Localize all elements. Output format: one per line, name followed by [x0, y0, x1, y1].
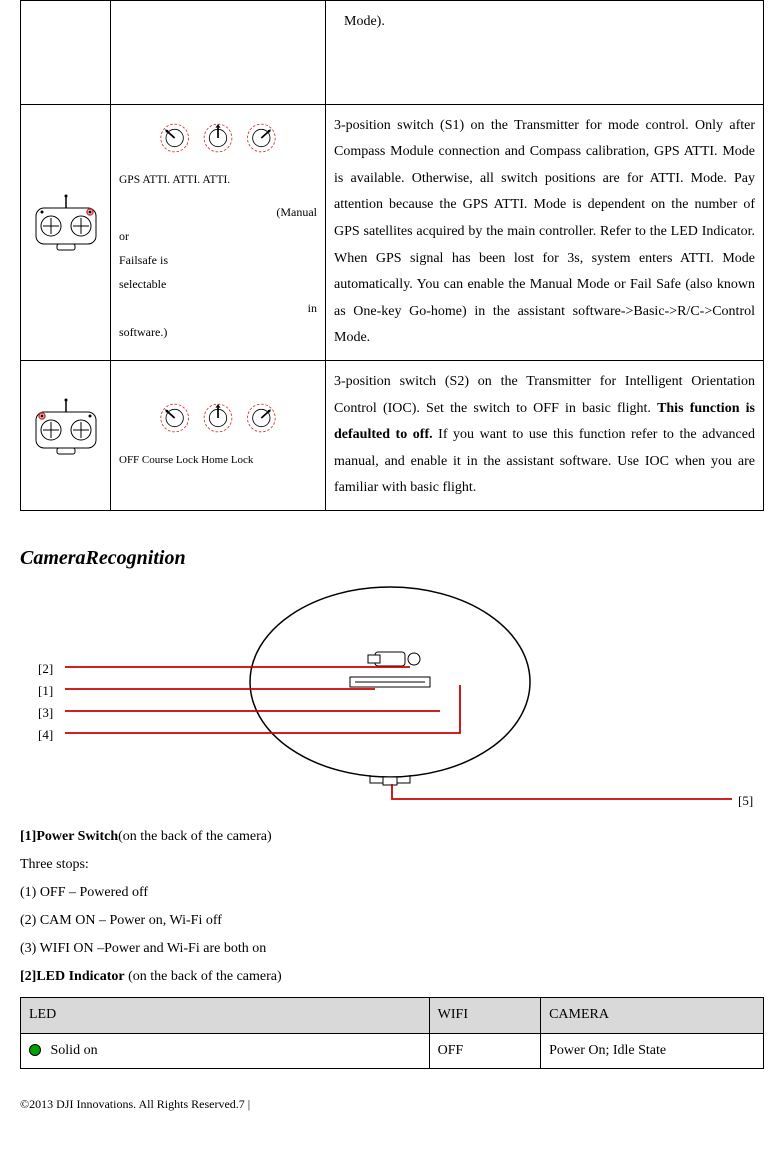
- s1-sub-3: selectable: [119, 272, 317, 296]
- led-green-icon: [29, 1044, 41, 1056]
- s1-desc: 3-position switch (S1) on the Transmitte…: [334, 113, 755, 352]
- led-cell-camera: Power On; Idle State: [541, 1033, 764, 1069]
- table-row-mode-continued: Mode).: [21, 1, 764, 105]
- s1-sub-5: software.): [119, 320, 317, 344]
- mode-continued-text: Mode).: [334, 9, 755, 36]
- s1-sub-4: in: [119, 296, 317, 320]
- switch-table: Mode).: [20, 0, 764, 511]
- stop-3: (3) WIFI ON –Power and Wi-Fi are both on: [20, 935, 764, 963]
- camera-diagram: [2] [1] [3] [4] [5]: [20, 577, 764, 817]
- led-cell-state: Solid on: [21, 1033, 430, 1069]
- stop-2: (2) CAM ON – Power on, Wi-Fi off: [20, 907, 764, 935]
- led-table: LED WIFI CAMERA Solid on OFF Power On; I…: [20, 997, 764, 1069]
- camera-label-2: [2]: [38, 657, 53, 682]
- s1-sub-0: (Manual: [119, 200, 317, 224]
- s2-dials-icon: [119, 400, 317, 445]
- s1-sub-2: Failsafe is: [119, 248, 317, 272]
- led-table-row: Solid on OFF Power On; Idle State: [21, 1033, 764, 1069]
- led-col-wifi: WIFI: [429, 997, 540, 1033]
- table-row-s2: OFF Course Lock Home Lock 3-position swi…: [21, 360, 764, 510]
- s2-desc: 3-position switch (S2) on the Transmitte…: [334, 369, 755, 502]
- camera-icon: [240, 577, 540, 792]
- camera-label-1: [1]: [38, 679, 53, 704]
- stop-1: (1) OFF – Powered off: [20, 879, 764, 907]
- s2-dial-labels: OFF Course Lock Home Lock: [119, 449, 317, 471]
- s1-sub-1: or: [119, 224, 317, 248]
- camera-label-3: [3]: [38, 701, 53, 726]
- camera-label-5: [5]: [738, 789, 753, 814]
- power-switch-heading: [1]Power Switch(on the back of the camer…: [20, 823, 764, 851]
- page-footer: ©2013 DJI Innovations. All Rights Reserv…: [20, 1093, 764, 1116]
- led-table-header: LED WIFI CAMERA: [21, 997, 764, 1033]
- transmitter-s1-icon: [31, 194, 101, 259]
- led-col-camera: CAMERA: [541, 997, 764, 1033]
- led-indicator-heading: [2]LED Indicator (on the back of the cam…: [20, 963, 764, 991]
- transmitter-s2-icon: [31, 398, 101, 463]
- s1-dial-labels: GPS ATTI. ATTI. ATTI.: [119, 169, 317, 192]
- three-stops: Three stops:: [20, 851, 764, 879]
- camera-label-4: [4]: [38, 723, 53, 748]
- table-row-s1: GPS ATTI. ATTI. ATTI. (Manual or Failsaf…: [21, 104, 764, 360]
- camera-recognition-heading: CameraRecognition: [20, 539, 764, 577]
- s1-dials-icon: [119, 120, 317, 165]
- led-cell-wifi: OFF: [429, 1033, 540, 1069]
- led-col-led: LED: [21, 997, 430, 1033]
